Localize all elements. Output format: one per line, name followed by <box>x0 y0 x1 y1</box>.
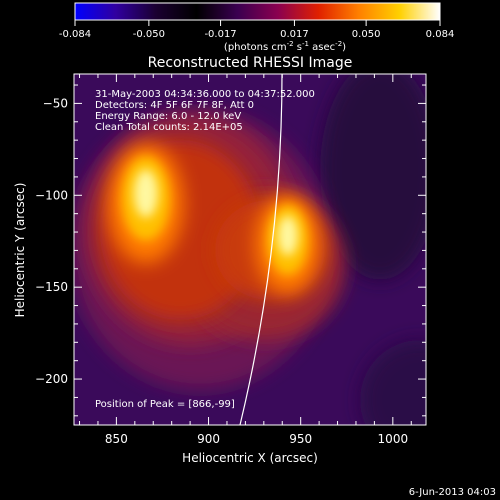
chart-title: Reconstructed RHESSI Image <box>148 55 353 71</box>
footer-date: 6-Jun-2013 04:03 <box>409 487 496 498</box>
colorbar-tick-label: 0.017 <box>280 29 309 40</box>
colorbar-unit: (photons cm-2 s-1 asec-2) <box>224 40 346 53</box>
colorbar-ticks: -0.084 -0.050 -0.017 0.017 0.050 0.084 <box>59 20 454 40</box>
annotation-counts: Clean Total counts: 2.14E+05 <box>95 122 243 133</box>
annotation-block: 31-May-2003 04:34:36.000 to 04:37:52.000… <box>95 89 315 133</box>
y-tick-label: −100 <box>35 188 68 202</box>
y-tick-label: −200 <box>35 372 68 386</box>
annotation-detectors: Detectors: 4F 5F 6F 7F 8F, Att 0 <box>95 100 254 111</box>
annotation-time: 31-May-2003 04:34:36.000 to 04:37:52.000 <box>95 89 315 100</box>
y-tick-label: −150 <box>35 280 68 294</box>
x-axis: 850 900 950 1000 <box>79 74 412 446</box>
colorbar <box>74 2 441 21</box>
heatmap-image <box>74 74 426 425</box>
colorbar-tick-label: -0.084 <box>59 29 91 40</box>
x-tick-label: 900 <box>197 432 220 446</box>
peak-position-label: Position of Peak = [866,-99] <box>95 399 235 410</box>
colorbar-tick-label: -0.050 <box>133 29 165 40</box>
colorbar-tick-label: 0.084 <box>426 29 455 40</box>
x-tick-label: 850 <box>105 432 128 446</box>
emission-source <box>255 193 321 295</box>
x-tick-label: 950 <box>289 432 312 446</box>
emission-source <box>107 143 184 264</box>
y-axis: −50 −100 −150 −200 <box>35 84 426 417</box>
y-tick-label: −50 <box>43 96 68 110</box>
plot-frame <box>73 73 427 426</box>
x-tick-label: 1000 <box>378 432 409 446</box>
x-axis-label: Heliocentric X (arcsec) <box>182 451 318 465</box>
annotation-energy: Energy Range: 6.0 - 12.0 keV <box>95 111 241 122</box>
y-axis-label: Heliocentric Y (arcsec) <box>13 183 27 318</box>
colorbar-tick-label: 0.050 <box>352 29 381 40</box>
solar-limb-line <box>239 74 283 425</box>
colorbar-tick-label: -0.017 <box>204 29 236 40</box>
